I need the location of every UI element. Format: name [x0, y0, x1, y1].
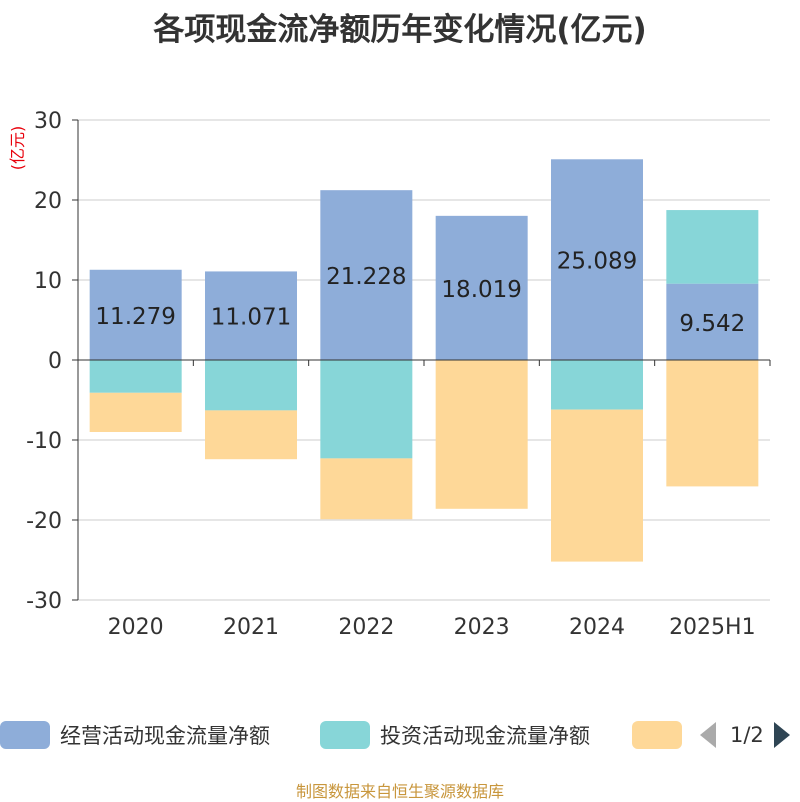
y-tick-label: 10 [34, 269, 62, 294]
y-tick-label: -10 [26, 429, 62, 454]
bar-series-1-2021 [205, 360, 297, 411]
data-label: 21.228 [326, 264, 406, 290]
x-tick-label: 2021 [223, 615, 279, 640]
data-label: 11.279 [95, 304, 175, 330]
legend-pager: 1/2 [700, 715, 790, 755]
bar-series-0-2020 [89, 269, 182, 360]
y-tick-label: -30 [26, 589, 62, 614]
cash-flow-chart: 30 20 10 0 -10 -20 -30 (亿元) 11.279 11.071 21.228 18… [8, 109, 771, 640]
chart-title: 各项现金流净额历年变化情况(亿元) [153, 12, 647, 48]
legend-label-operating: 经营活动现金流量净额 [60, 724, 270, 748]
y-tick-label: 0 [48, 349, 62, 374]
bar-series-2-2021 [205, 410, 297, 460]
legend-item-investing[interactable]: 投资活动现金流量净额 [320, 715, 590, 755]
bar-series-0-2022 [320, 190, 413, 360]
bar-series-1-2024 [551, 360, 643, 410]
bar-series-0-2021 [205, 271, 297, 360]
legend-swatch-operating [0, 721, 50, 749]
data-label: 9.542 [679, 311, 745, 337]
chart-legend: 经营活动现金流量净额 投资活动现金流量净额 1/2 [0, 715, 800, 755]
legend-swatch-financing [632, 721, 682, 749]
x-tick-label: 2020 [108, 615, 164, 640]
pager-prev-icon[interactable] [700, 722, 716, 748]
bar-series-0-2025H1 [666, 283, 759, 360]
legend-swatch-investing [320, 721, 370, 749]
data-label: 11.071 [211, 305, 291, 331]
data-source-note: 制图数据来自恒生聚源数据库 [295, 782, 504, 801]
y-tick-label: 20 [34, 189, 62, 214]
legend-label-investing: 投资活动现金流量净额 [380, 724, 590, 748]
pager-next-icon[interactable] [773, 722, 790, 748]
y-axis-title: (亿元) [8, 126, 27, 171]
bar-series-0-2024 [551, 159, 643, 360]
x-tick-label: 2024 [569, 615, 625, 640]
bar-series-1-2025H1 [666, 210, 759, 284]
bar-series-2-2022 [320, 458, 413, 520]
legend-item-financing[interactable] [632, 715, 682, 755]
bar-series-2-2023 [435, 360, 528, 509]
bar-series-2-2025H1 [666, 360, 759, 487]
x-tick-label: 2022 [338, 615, 394, 640]
bar-series-1-2020 [89, 360, 182, 393]
y-tick-label: 30 [34, 109, 62, 134]
x-tick-label: 2023 [454, 615, 510, 640]
y-tick-label: -20 [26, 509, 62, 534]
bar-series-0-2023 [435, 215, 528, 360]
data-label: 25.089 [557, 249, 637, 275]
pager-page-indicator: 1/2 [730, 723, 764, 747]
bar-series-2-2024 [551, 409, 643, 562]
bar-series-2-2020 [89, 392, 182, 432]
bar-series-1-2022 [320, 360, 413, 459]
x-tick-label: 2025H1 [669, 615, 756, 640]
data-label: 18.019 [441, 277, 521, 303]
legend-item-operating[interactable]: 经营活动现金流量净额 [0, 715, 270, 755]
